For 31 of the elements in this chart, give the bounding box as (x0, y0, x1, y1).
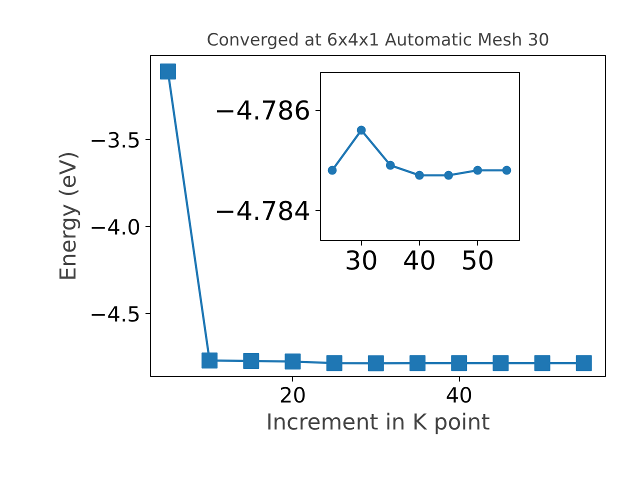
x-tick-label: 20 (279, 384, 306, 408)
point (534, 355, 550, 372)
point (356, 126, 366, 135)
x-tick-label: 40 (446, 384, 472, 408)
y-axis-title: Energy (eV) (56, 151, 82, 281)
point (576, 355, 592, 372)
point (243, 353, 260, 370)
y-tick-label: −3.5 (90, 128, 141, 153)
point (502, 166, 512, 175)
point (386, 160, 395, 170)
point (328, 166, 337, 175)
point (451, 355, 468, 372)
x-tick-label: 50 (461, 246, 494, 276)
y-tick-label: −4.784 (214, 196, 310, 227)
point (326, 355, 342, 372)
point (410, 355, 426, 372)
chart-title: Converged at 6x4x1 Automatic Mesh 30 (206, 30, 550, 50)
y-tick-label: −4.0 (90, 216, 141, 240)
point (160, 64, 176, 80)
x-tick-label: 30 (344, 246, 378, 276)
point (202, 352, 218, 368)
x-tick-label: 40 (402, 246, 436, 276)
point (492, 355, 509, 372)
point (473, 166, 482, 175)
point (284, 354, 301, 370)
y-tick-label: −4.5 (90, 302, 141, 327)
point (414, 170, 424, 180)
y-tick-label: −4.786 (214, 96, 310, 127)
point (444, 170, 454, 180)
x-axis-title: Increment in K point (266, 410, 490, 436)
point (368, 355, 384, 372)
